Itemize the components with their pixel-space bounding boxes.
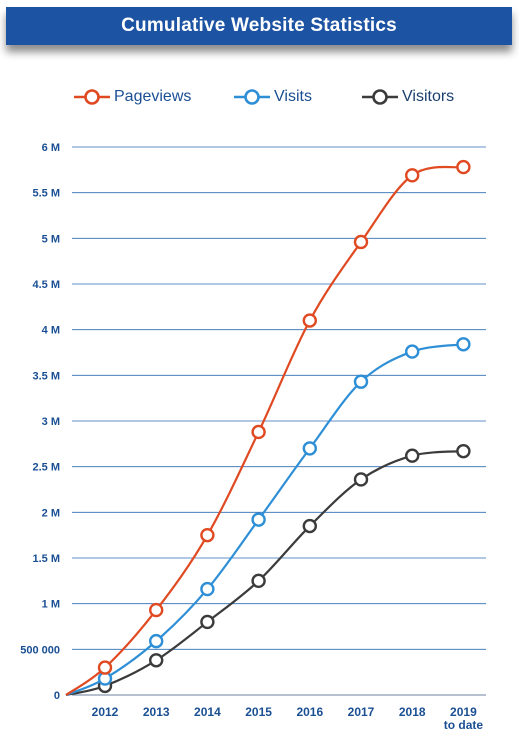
y-tick-label: 1.5 M: [32, 553, 60, 565]
y-tick-label: 4.5 M: [32, 279, 60, 291]
title-banner: Cumulative Website Statistics: [6, 7, 512, 45]
data-point-pageviews: [200, 527, 215, 543]
y-tick-label: 5.5 M: [32, 188, 60, 200]
data-point-visits: [200, 581, 215, 597]
data-point-pageviews: [302, 313, 317, 328]
x-tick-label: 2014: [194, 705, 221, 719]
y-tick-label: 3.5 M: [32, 370, 60, 382]
x-tick-label: to date: [444, 718, 484, 732]
legend-item-visitors: Visitors: [360, 84, 454, 110]
series-line-visitors: [65, 450, 464, 697]
legend-label: Pageviews: [114, 88, 192, 105]
data-point-pageviews: [97, 660, 113, 675]
y-tick-label: 3 M: [42, 416, 60, 428]
data-point-visits: [405, 344, 420, 359]
data-point-pageviews: [353, 234, 369, 250]
data-point-visitors: [353, 472, 369, 487]
y-tick-label: 1 M: [42, 599, 60, 611]
data-point-visits: [353, 374, 369, 389]
data-point-pageviews: [148, 602, 164, 618]
legend-swatch: [362, 89, 398, 105]
y-tick-label: 2.5 M: [32, 462, 60, 474]
y-tick-label: 4 M: [42, 325, 60, 337]
data-point-visitors: [251, 573, 266, 589]
x-tick-label: 2017: [348, 705, 375, 719]
data-point-visits: [148, 633, 164, 649]
y-tick-label: 0: [54, 690, 60, 702]
data-point-pageviews: [405, 168, 420, 183]
legend-item-visits: Visits: [232, 84, 312, 110]
y-tick-label: 5 M: [42, 233, 60, 245]
data-point-visitors: [148, 653, 164, 668]
x-tick-label: 2012: [92, 705, 119, 719]
legend: Pageviews Visits Visitors: [0, 84, 519, 110]
data-point-visits: [302, 441, 317, 456]
data-point-visitors: [405, 448, 420, 463]
legend-item-pageviews: Pageviews: [72, 84, 191, 110]
y-tick-label: 500 000: [20, 644, 60, 656]
legend-swatch: [74, 89, 110, 105]
legend-label: Visits: [274, 88, 312, 105]
x-tick-label: 2019: [450, 705, 477, 719]
data-point-visitors: [456, 443, 471, 459]
data-point-pageviews: [251, 424, 266, 440]
legend-label: Visitors: [402, 88, 455, 105]
x-tick-label: 2013: [143, 705, 170, 719]
data-point-visits: [456, 337, 471, 352]
y-tick-label: 6 M: [42, 142, 60, 154]
data-point-visits: [251, 512, 266, 527]
chart-title: Cumulative Website Statistics: [121, 15, 397, 36]
x-tick-label: 2018: [399, 705, 426, 719]
x-tick-label: 2016: [296, 705, 323, 719]
legend-swatch: [234, 89, 270, 105]
data-point-visitors: [302, 518, 317, 534]
x-tick-label: 2015: [245, 705, 272, 719]
data-point-visitors: [200, 614, 215, 630]
y-tick-label: 2 M: [42, 507, 60, 519]
data-point-pageviews: [456, 159, 471, 175]
